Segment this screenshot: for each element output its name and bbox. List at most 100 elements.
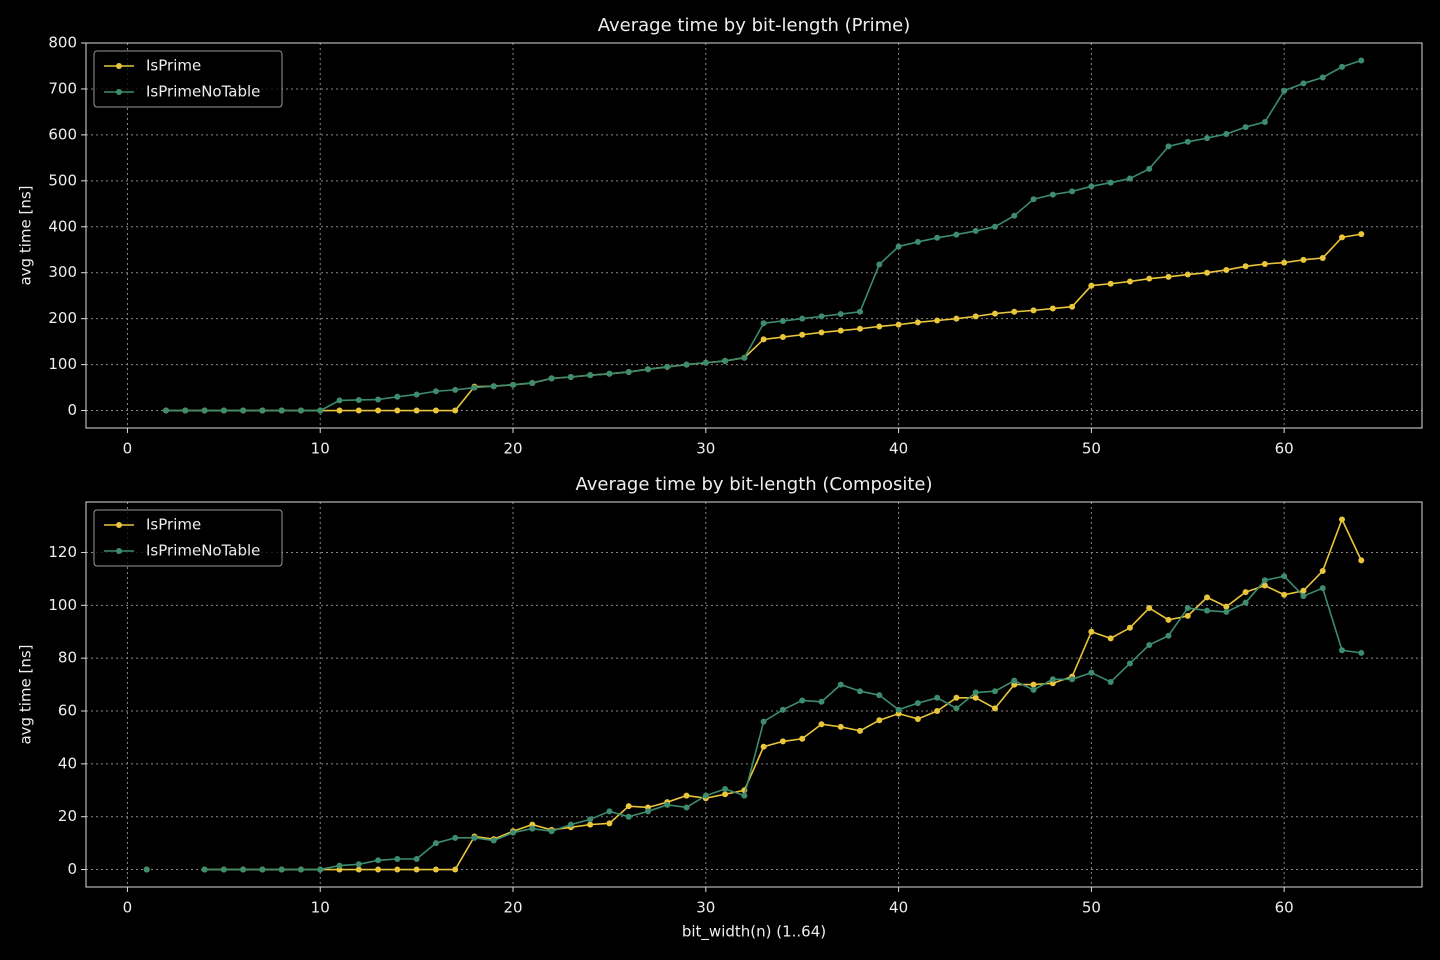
data-point	[914, 238, 921, 245]
data-point	[278, 866, 285, 873]
data-point	[779, 738, 786, 745]
data-point	[876, 692, 883, 699]
data-point	[991, 705, 998, 712]
data-point	[1165, 143, 1172, 150]
x-tick-label: 10	[311, 440, 330, 458]
x-tick-label: 30	[696, 899, 715, 917]
data-point	[259, 866, 266, 873]
y-tick-label: 0	[67, 401, 77, 419]
data-point	[1165, 273, 1172, 280]
legend-label: IsPrimeNoTable	[146, 542, 260, 560]
data-point	[1204, 135, 1211, 142]
data-point	[1281, 573, 1288, 580]
data-point	[510, 381, 517, 388]
y-tick-label: 200	[48, 309, 77, 327]
y-tick-label: 800	[48, 34, 77, 52]
data-point	[972, 313, 979, 320]
data-point	[837, 681, 844, 688]
data-point	[972, 689, 979, 696]
data-point	[587, 372, 594, 379]
data-point	[432, 866, 439, 873]
data-point	[1242, 599, 1249, 606]
data-point	[452, 407, 459, 414]
data-point	[355, 861, 362, 868]
data-point	[818, 721, 825, 728]
legend-marker	[116, 89, 122, 95]
data-point	[934, 694, 941, 701]
x-tick-label: 20	[503, 440, 522, 458]
data-point	[934, 317, 941, 324]
x-tick-label: 10	[311, 899, 330, 917]
data-point	[683, 361, 690, 368]
data-point	[548, 375, 555, 382]
data-point	[548, 828, 555, 835]
data-point	[413, 391, 420, 398]
data-point	[1223, 608, 1230, 615]
data-point	[895, 321, 902, 328]
data-point	[991, 223, 998, 230]
data-point	[1126, 660, 1133, 667]
data-point	[1261, 577, 1268, 584]
data-point	[432, 840, 439, 847]
data-point	[1261, 582, 1268, 589]
data-point	[413, 866, 420, 873]
data-point	[625, 813, 632, 820]
data-point	[1358, 649, 1365, 656]
data-point	[818, 313, 825, 320]
data-point	[375, 866, 382, 873]
data-point	[953, 231, 960, 238]
data-point	[857, 325, 864, 332]
chart-title: Average time by bit-length (Composite)	[575, 474, 932, 495]
data-point	[741, 792, 748, 799]
data-point	[1049, 676, 1056, 683]
legend-label: IsPrimeNoTable	[146, 83, 260, 101]
data-point	[1338, 234, 1345, 241]
data-point	[163, 407, 170, 414]
data-point	[355, 396, 362, 403]
legend-box	[93, 50, 283, 108]
data-point	[1126, 175, 1133, 182]
data-point	[1088, 282, 1095, 289]
legend-marker	[116, 522, 122, 528]
data-point	[452, 834, 459, 841]
data-point	[432, 388, 439, 395]
data-point	[1107, 678, 1114, 685]
data-point	[587, 821, 594, 828]
data-point	[1146, 165, 1153, 172]
data-point	[297, 407, 304, 414]
x-tick-label: 50	[1082, 440, 1101, 458]
legend-label: IsPrime	[146, 516, 201, 534]
y-tick-label: 300	[48, 263, 77, 281]
data-point	[1146, 604, 1153, 611]
data-point	[876, 261, 883, 268]
data-point	[1319, 74, 1326, 81]
data-point	[606, 808, 613, 815]
data-point	[394, 866, 401, 873]
data-point	[991, 310, 998, 317]
data-point	[355, 866, 362, 873]
data-point	[953, 705, 960, 712]
data-point	[452, 866, 459, 873]
data-point	[1088, 669, 1095, 676]
plot-area	[86, 43, 1422, 428]
y-axis-label: avg time [ns]	[17, 185, 35, 285]
data-point	[490, 837, 497, 844]
legend-marker	[116, 63, 122, 69]
data-point	[143, 866, 150, 873]
data-point	[644, 808, 651, 815]
data-point	[1261, 260, 1268, 267]
data-point	[1300, 587, 1307, 594]
data-point	[220, 866, 227, 873]
data-point	[1126, 624, 1133, 631]
data-point	[1242, 124, 1249, 131]
plot-frame	[85, 42, 1423, 429]
data-point	[394, 393, 401, 400]
data-point	[953, 315, 960, 322]
data-point	[1300, 256, 1307, 263]
y-tick-label: 400	[48, 217, 77, 235]
data-point	[818, 329, 825, 336]
data-point	[972, 227, 979, 234]
data-point	[760, 743, 767, 750]
